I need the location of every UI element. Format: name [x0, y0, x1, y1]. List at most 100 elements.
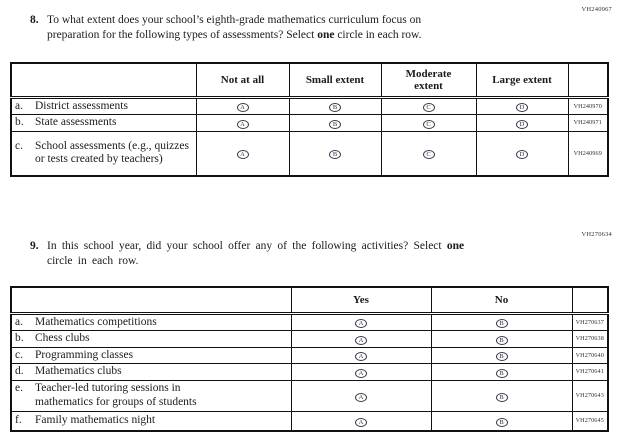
q8-header-large-extent: Large extent [475, 62, 569, 99]
row-label: School assessments (e.g., quizzes or tes… [35, 139, 189, 166]
answer-bubble[interactable]: C [422, 103, 435, 113]
table-row: b. Chess clubs A B VH270638 [10, 330, 609, 348]
table-row: c. School assessments (e.g., quizzes or t… [10, 130, 609, 177]
q8-header-row: Not at all Small extent Moderate extent … [10, 62, 609, 99]
answer-bubble[interactable]: A [236, 103, 249, 113]
row-vh-code: VH270645 [571, 410, 609, 432]
option-cell: A [290, 330, 432, 348]
option-cell: B [430, 363, 573, 381]
answer-bubble[interactable]: B [329, 119, 341, 129]
row-label-cell: e. Teacher-led tutoring sessions in mathe… [10, 379, 292, 412]
answer-bubble[interactable]: A [236, 119, 249, 129]
option-cell: A [195, 96, 290, 115]
table-row: b. State assessments A B C D VH240971 [10, 114, 609, 132]
table-row: a. District assessments A B C D VH240970 [10, 96, 609, 115]
answer-bubble[interactable]: D [516, 103, 528, 113]
answer-bubble[interactable]: B [495, 352, 508, 362]
option-cell: C [380, 96, 477, 115]
row-label-cell: b. State assessments [10, 114, 197, 132]
option-cell: B [430, 379, 573, 412]
option-cell: B [288, 114, 382, 132]
question-9-text-bold: one [446, 240, 465, 252]
answer-bubble[interactable]: B [495, 417, 508, 427]
row-letter: a. [15, 315, 23, 328]
option-cell: C [380, 130, 477, 177]
q8-header-not-at-all: Not at all [195, 62, 290, 99]
column-header-label: Moderate extent [405, 67, 452, 92]
q8-header-code-blank [567, 62, 609, 99]
row-label-cell: c. School assessments (e.g., quizzes or t… [10, 130, 197, 177]
q9-header-no: No [430, 286, 573, 315]
table-row: e. Teacher-led tutoring sessions in mathe… [10, 379, 609, 412]
option-cell: B [288, 96, 382, 115]
row-vh-code: VH240970 [567, 96, 609, 115]
row-label: Family mathematics night [35, 414, 156, 426]
row-label: Teacher-led tutoring sessions in mathema… [35, 382, 197, 408]
answer-bubble[interactable]: B [329, 150, 341, 160]
answer-bubble[interactable]: B [495, 319, 508, 329]
column-header-label: Not at all [220, 73, 265, 86]
row-letter: b. [15, 332, 24, 344]
row-vh-code: VH240971 [567, 114, 609, 132]
row-label: District assessments [35, 99, 128, 112]
question-8-number: 8. [30, 14, 39, 26]
row-vh-code: VH270637 [571, 312, 609, 331]
answer-bubble[interactable]: B [329, 103, 341, 113]
option-cell: B [288, 130, 382, 177]
option-cell: A [290, 346, 432, 364]
answer-bubble[interactable]: B [495, 368, 508, 378]
row-vh-code: VH270641 [571, 363, 609, 381]
option-cell: A [195, 130, 290, 177]
row-letter: f. [15, 414, 22, 426]
option-cell: A [290, 379, 432, 412]
answer-bubble[interactable]: C [422, 150, 435, 160]
q9-activities-table: Yes No a. Mathematics competitions A B VH… [10, 286, 609, 432]
q8-header-moderate-extent: Moderate extent [380, 62, 477, 99]
row-label: State assessments [35, 116, 117, 128]
row-letter: b. [15, 116, 24, 128]
question-9-vh-code: VH270634 [581, 231, 612, 238]
column-header-label: No [494, 293, 509, 306]
column-header-label: Large extent [492, 73, 552, 86]
answer-bubble[interactable]: D [516, 150, 528, 160]
answer-bubble[interactable]: A [355, 417, 367, 427]
row-label: Mathematics competitions [35, 315, 157, 328]
answer-bubble[interactable]: C [422, 119, 435, 129]
question-9-text: In this school year, did your school off… [47, 239, 464, 269]
question-8-text-line2: preparation for the following types of a… [47, 29, 318, 41]
answer-bubble[interactable]: B [495, 392, 508, 402]
table-row: c. Programming classes A B VH270640 [10, 346, 609, 364]
q9-header-code-blank [571, 286, 609, 315]
row-label: Chess clubs [35, 332, 90, 344]
row-vh-code: VH270640 [571, 346, 609, 364]
answer-bubble[interactable]: A [355, 368, 367, 378]
question-8-text-line1: To what extent does your school’s eighth… [47, 14, 422, 26]
q9-header-blank [10, 286, 292, 315]
option-cell: D [475, 130, 569, 177]
answer-bubble[interactable]: A [355, 319, 367, 329]
answer-bubble[interactable]: D [516, 119, 528, 129]
answer-bubble[interactable]: A [236, 150, 249, 160]
row-vh-code: VH270643 [571, 379, 609, 412]
option-cell: B [430, 312, 573, 331]
answer-bubble[interactable]: A [355, 335, 367, 345]
option-cell: A [290, 410, 432, 432]
row-letter: a. [15, 99, 23, 112]
row-vh-code: VH270638 [571, 330, 609, 348]
row-letter: c. [15, 139, 23, 152]
row-label-cell: c. Programming classes [10, 346, 292, 364]
question-9-text-line2: circle in each row. [47, 255, 139, 267]
question-8-text-bold: one [317, 29, 335, 41]
answer-bubble[interactable]: A [355, 392, 367, 402]
row-label-cell: a. District assessments [10, 96, 197, 115]
answer-bubble[interactable]: B [495, 335, 508, 345]
column-header-label: Yes [353, 293, 369, 306]
table-row: d. Mathematics clubs A B VH270641 [10, 363, 609, 381]
answer-bubble[interactable]: A [355, 352, 367, 362]
column-header-label: Small extent [305, 73, 365, 86]
option-cell: D [475, 96, 569, 115]
option-cell: B [430, 330, 573, 348]
row-label-cell: a. Mathematics competitions [10, 312, 292, 331]
option-cell: B [430, 410, 573, 432]
row-letter: e. [15, 382, 23, 394]
